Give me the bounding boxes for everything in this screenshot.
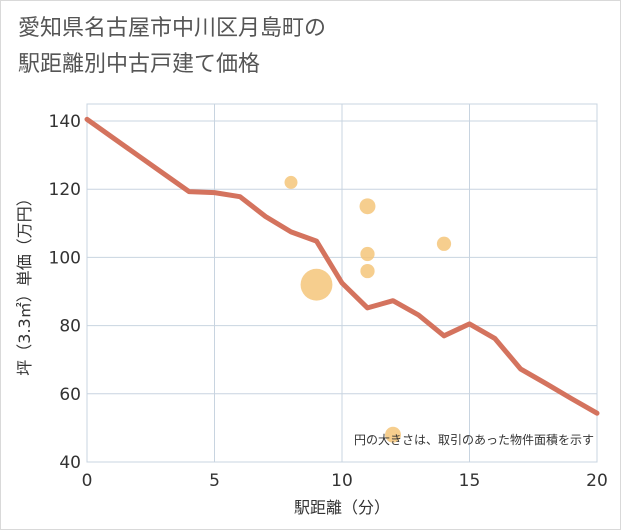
tick-labels: 0 5 10 15 20 40 60 80 100 120 140 <box>49 112 608 491</box>
y-tick-label: 100 <box>49 248 81 268</box>
scatter-point <box>284 175 298 189</box>
chart-title-line1: 愛知県名古屋市中川区月島町の <box>18 16 327 41</box>
scatter-point <box>359 198 376 215</box>
x-tick-label: 15 <box>459 471 481 491</box>
x-axis-title: 駅距離（分） <box>294 498 390 517</box>
chart-title-line2: 駅距離別中古戸建て価格 <box>18 52 261 77</box>
scatter-point <box>360 246 375 262</box>
scatter-point <box>300 268 333 301</box>
y-tick-label: 120 <box>49 180 81 200</box>
scatter-point <box>385 426 401 443</box>
grid-lines <box>86 103 598 463</box>
x-tick-label: 0 <box>82 471 93 491</box>
trend-line <box>84 116 600 416</box>
y-tick-label: 40 <box>59 453 81 473</box>
bubbles <box>284 175 452 443</box>
y-tick-label: 60 <box>59 385 81 405</box>
x-tick-label: 20 <box>586 471 608 491</box>
bubble-size-note: 円の大きさは、取引のあった物件面積を示す <box>354 432 594 447</box>
y-tick-label: 80 <box>59 317 81 337</box>
y-axis-title: 坪（3.3㎡）単価（万円） <box>15 190 34 375</box>
scatter-point <box>436 236 452 251</box>
x-tick-label: 5 <box>209 471 220 491</box>
y-tick-label: 140 <box>49 112 81 132</box>
scatter-point <box>360 263 375 279</box>
x-tick-label: 10 <box>331 471 353 491</box>
